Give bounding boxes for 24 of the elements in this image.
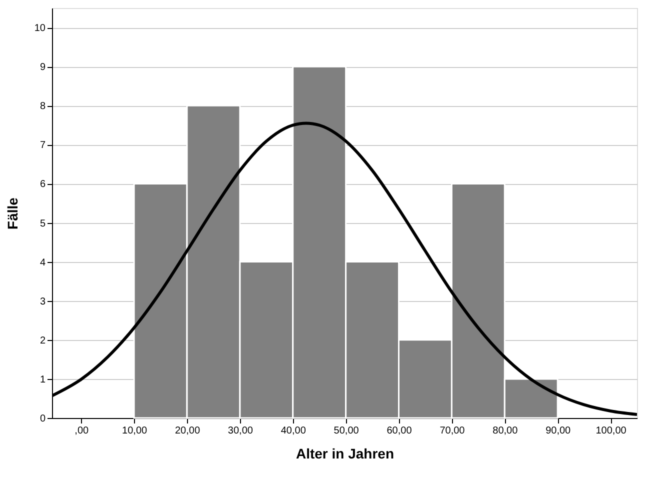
x-tick-label: 60,00 xyxy=(386,426,412,436)
y-tick-label: 5 xyxy=(40,218,46,230)
y-tick-label: 1 xyxy=(40,374,46,386)
y-tick-label: 10 xyxy=(34,23,46,34)
x-tick-label: 80,00 xyxy=(492,426,518,436)
x-tick-label: 50,00 xyxy=(334,426,360,436)
y-tick-label: 7 xyxy=(40,140,46,152)
x-tick-label: 10,00 xyxy=(122,426,148,436)
y-tick-label: 6 xyxy=(40,179,46,190)
y-tick-label: 3 xyxy=(40,296,46,308)
y-tick-label: 4 xyxy=(40,257,46,268)
x-tick-label: 100,00 xyxy=(596,426,627,436)
y-tick-label: 9 xyxy=(40,62,46,74)
y-axis-title: Fälle xyxy=(4,197,20,230)
x-tick-label: 40,00 xyxy=(280,426,306,436)
x-axis-title: Alter in Jahren xyxy=(296,446,394,462)
x-tick-label: ,00 xyxy=(74,426,90,436)
y-tick-label: 0 xyxy=(40,414,46,424)
x-tick-label: 90,00 xyxy=(546,426,572,436)
y-tick-label: 8 xyxy=(40,101,46,112)
x-tick-label: 20,00 xyxy=(174,426,200,436)
x-tick-label: 70,00 xyxy=(440,426,466,436)
y-tick-label: 2 xyxy=(40,335,46,346)
x-tick-label: 30,00 xyxy=(228,426,254,436)
